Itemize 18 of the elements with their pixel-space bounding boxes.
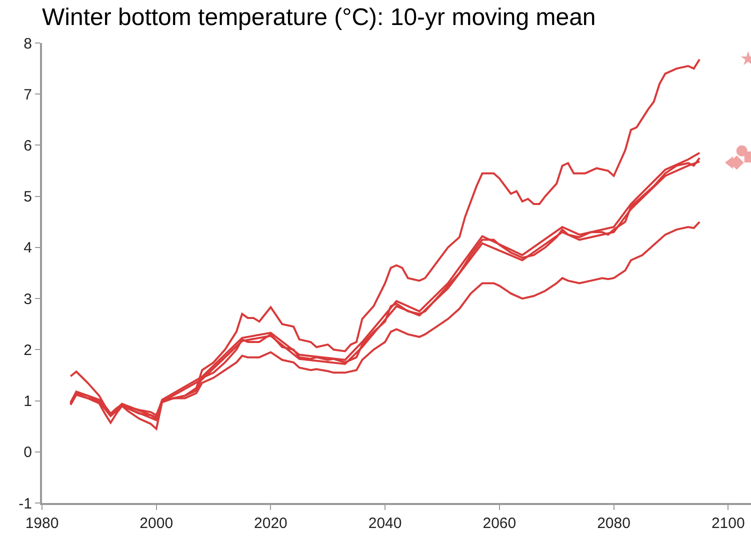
y-tick-label: 8 <box>24 35 32 52</box>
y-tick-label: 7 <box>24 86 32 104</box>
x-tick-label: 2020 <box>254 515 288 532</box>
x-tick-label: 2040 <box>368 515 402 532</box>
y-tick-label: 2 <box>24 342 32 359</box>
y-tick-label: 1 <box>24 393 32 410</box>
x-tick-label: 2100 <box>711 515 745 532</box>
y-tick-label: 6 <box>24 137 32 154</box>
x-tick-label: 2000 <box>140 515 174 532</box>
y-tick-label: 4 <box>24 240 32 257</box>
y-tick-label: 0 <box>24 444 32 462</box>
y-tick-label: 3 <box>24 290 32 308</box>
chart-title: Winter bottom temperature (°C): 10-yr moving mean <box>42 4 596 31</box>
x-tick-label: 2060 <box>482 515 516 532</box>
y-tick-label: -1 <box>18 495 32 512</box>
x-tick-label: 1980 <box>25 515 59 532</box>
x-tick-label: 2080 <box>597 515 630 532</box>
y-tick-label: 5 <box>24 188 32 206</box>
